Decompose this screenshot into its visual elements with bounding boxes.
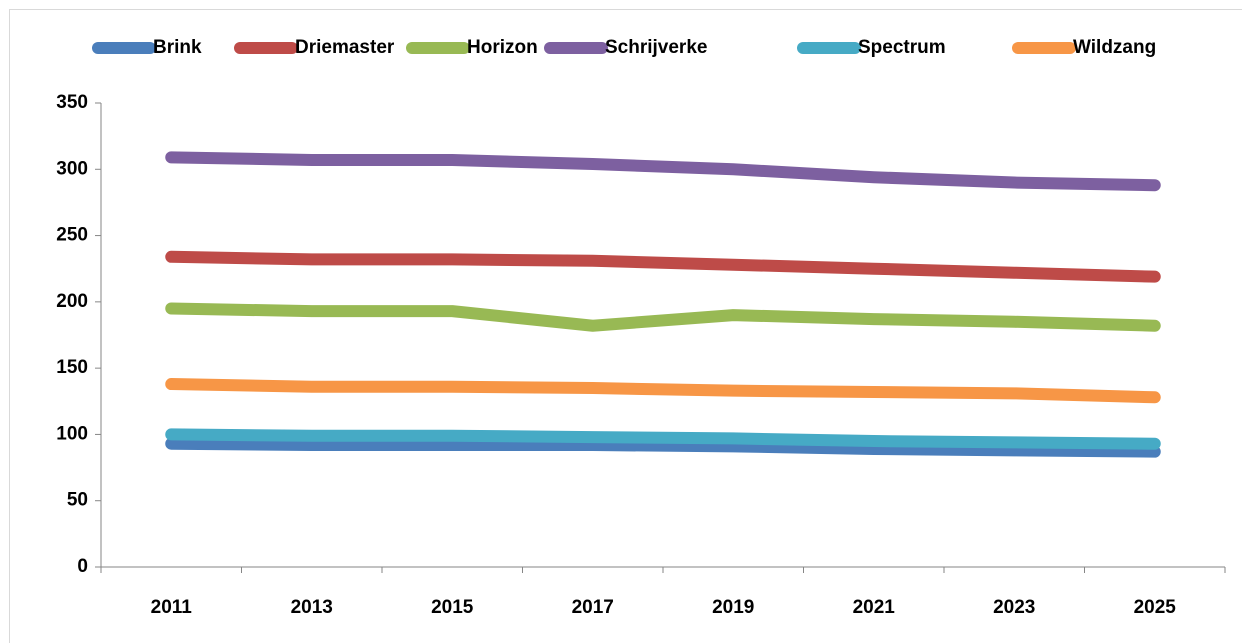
y-tick-label: 300 [56,158,88,179]
y-tick-label: 250 [56,225,88,246]
y-tick-label: 50 [67,490,88,511]
series-line [165,151,1161,192]
x-tick-label: 2021 [853,597,896,618]
y-tick-label: 200 [56,291,88,312]
legend-label: Driemaster [295,37,395,58]
legend-label: Brink [153,37,202,58]
series-line [165,302,1161,332]
y-tick-label: 350 [56,92,88,113]
legend-label: Spectrum [858,37,946,58]
x-tick-label: 2011 [151,597,193,618]
x-tick-label: 2019 [712,597,754,618]
x-tick-label: 2025 [1134,597,1177,618]
series-line [165,378,1161,404]
series-line [165,428,1161,450]
series-line [165,437,1161,458]
y-tick-label: 150 [56,357,88,378]
x-tick-label: 2013 [291,597,333,618]
legend-label: Schrijverke [605,37,707,58]
series-line [165,250,1161,283]
x-tick-label: 2023 [993,597,1035,618]
x-tick-label: 2017 [572,597,614,618]
y-tick-label: 0 [77,556,88,577]
legend-label: Wildzang [1073,37,1156,58]
y-tick-label: 100 [56,423,88,444]
legend-label: Horizon [467,37,538,58]
x-tick-label: 2015 [431,597,474,618]
